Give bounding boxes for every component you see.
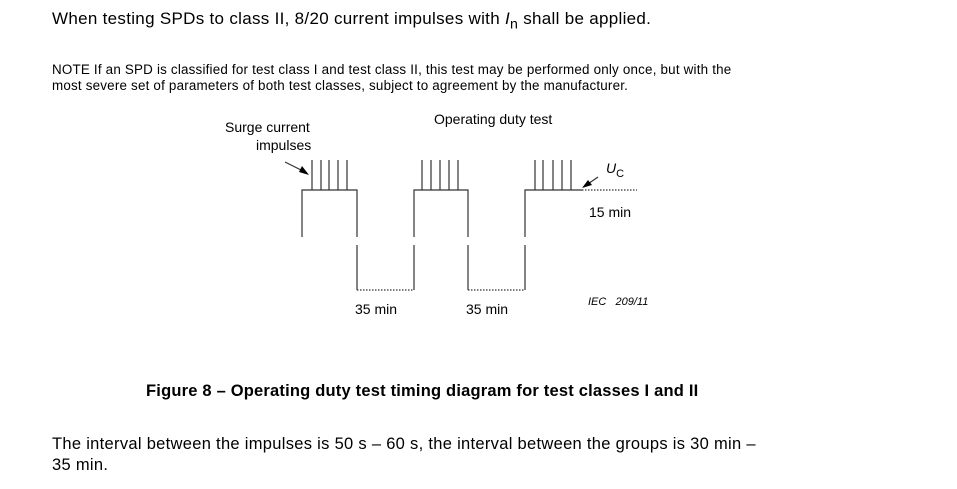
- diagram-title: Operating duty test: [434, 111, 553, 127]
- uc-symbol: U: [606, 160, 617, 176]
- impulses-label-1: Surge current: [225, 119, 310, 135]
- in-subscript: n: [510, 16, 519, 33]
- iec-reference: IEC 209/11: [588, 296, 649, 308]
- in-symbol: I: [504, 9, 510, 28]
- intro-text-end: shall be applied.: [518, 9, 652, 28]
- intro-text: When testing SPDs to class II, 8/20 curr…: [52, 9, 505, 28]
- note-line-2: most severe set of parameters of both te…: [52, 78, 629, 93]
- interval-line-1: The interval between the impulses is 50 …: [52, 435, 756, 453]
- impulses-label-2: impulses: [256, 137, 312, 153]
- gap-label-2: 35 min: [466, 301, 509, 317]
- uc-subscript: C: [616, 167, 625, 180]
- interval-line-2: 35 min.: [52, 456, 109, 474]
- note-line-1: NOTE If an SPD is classified for test cl…: [52, 62, 732, 77]
- figure-caption: Figure 8 – Operating duty test timing di…: [146, 382, 699, 400]
- waveform: [284, 160, 637, 291]
- gap-label-1: 35 min: [355, 301, 398, 317]
- duration-15-label: 15 min: [589, 204, 632, 220]
- impulse-marks: [311, 160, 572, 190]
- dotted-intervals: [357, 189, 637, 291]
- impulses-arrowhead: [299, 166, 309, 175]
- intro-paragraph: When testing SPDs to class II, 8/20 curr…: [52, 9, 651, 32]
- interval-paragraph: The interval between the impulses is 50 …: [52, 434, 756, 476]
- uc-label: UC: [606, 160, 624, 180]
- uc-arrowhead: [582, 180, 592, 188]
- note: NOTE If an SPD is classified for test cl…: [52, 62, 731, 94]
